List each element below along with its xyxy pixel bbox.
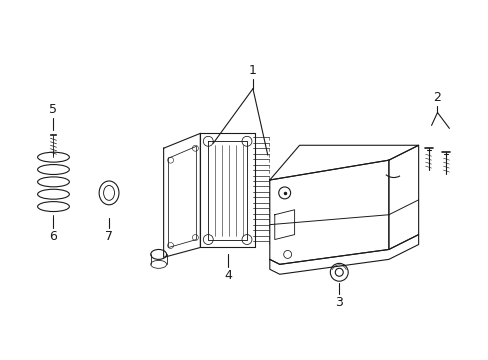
Text: 7: 7 xyxy=(105,230,113,243)
Text: 6: 6 xyxy=(49,230,57,243)
Text: 3: 3 xyxy=(335,296,343,309)
Text: 1: 1 xyxy=(248,64,256,77)
Text: 5: 5 xyxy=(49,103,58,117)
Text: 4: 4 xyxy=(224,269,232,282)
Text: 2: 2 xyxy=(433,91,441,104)
